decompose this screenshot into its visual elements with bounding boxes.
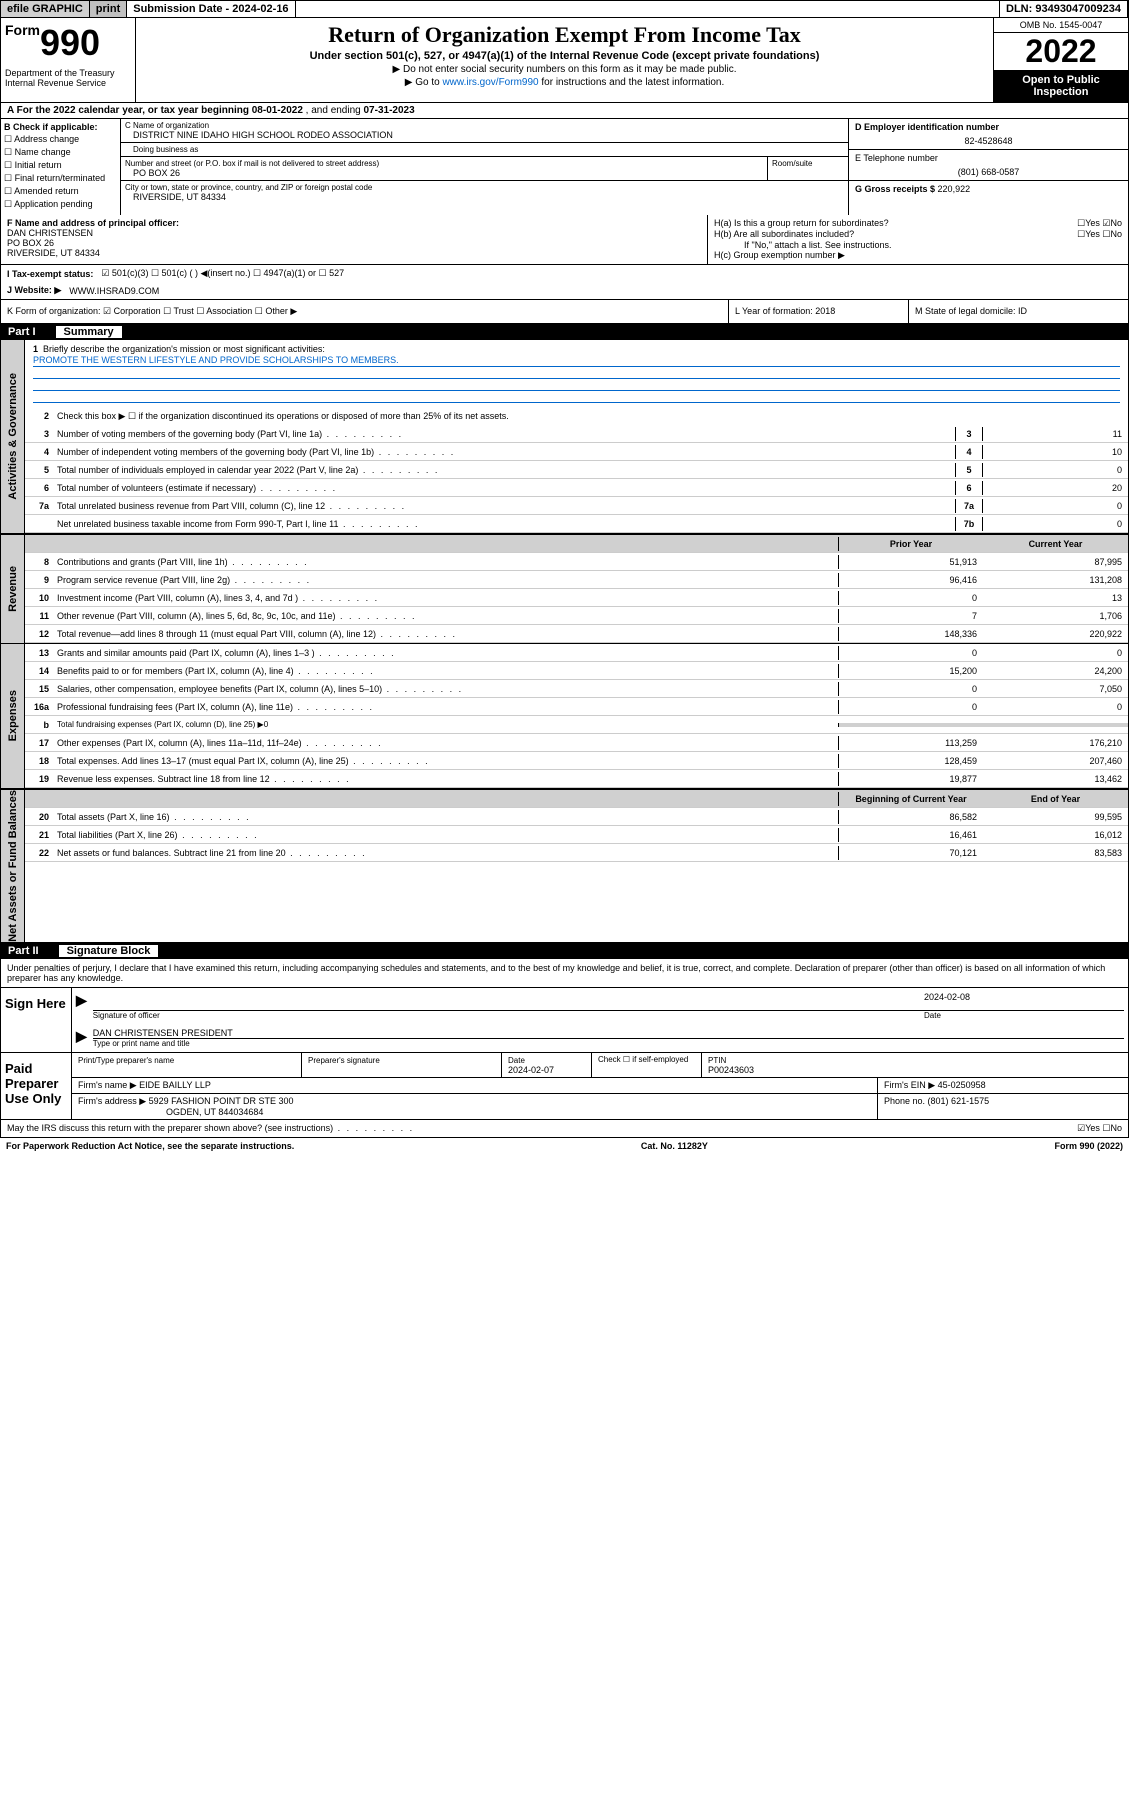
gov-line-7a: 7aTotal unrelated business revenue from … <box>25 497 1128 515</box>
paid-preparer-row: Paid Preparer Use Only Print/Type prepar… <box>0 1053 1129 1120</box>
year-formation: L Year of formation: 2018 <box>728 300 908 323</box>
row-j: J Website: ▶ WWW.IHSRAD9.COM <box>0 282 1129 300</box>
room-suite: Room/suite <box>768 157 848 180</box>
expenses-section: Expenses 13Grants and similar amounts pa… <box>0 644 1129 789</box>
column-c: C Name of organization DISTRICT NINE IDA… <box>121 119 848 215</box>
state-domicile: M State of legal domicile: ID <box>908 300 1128 323</box>
row-f-h: F Name and address of principal officer:… <box>0 215 1129 265</box>
line-14: 14Benefits paid to or for members (Part … <box>25 662 1128 680</box>
sign-here-row: Sign Here ▶ 2024-02-08 Signature of offi… <box>0 988 1129 1053</box>
principal-officer: F Name and address of principal officer:… <box>1 215 708 264</box>
line-22: 22Net assets or fund balances. Subtract … <box>25 844 1128 862</box>
form-title: Return of Organization Exempt From Incom… <box>140 22 989 48</box>
paid-preparer-label: Paid Preparer Use Only <box>1 1053 71 1119</box>
gross-receipts: G Gross receipts $ 220,922 <box>849 181 1128 197</box>
row-k: K Form of organization: ☑ Corporation ☐ … <box>0 300 1129 324</box>
discuss-row: May the IRS discuss this return with the… <box>0 1120 1129 1138</box>
section-h: H(a) Is this a group return for subordin… <box>708 215 1128 264</box>
col-b-header: B Check if applicable: <box>4 122 98 132</box>
checkbox-amended-return[interactable]: ☐ Amended return <box>4 186 117 197</box>
org-name: DISTRICT NINE IDAHO HIGH SCHOOL RODEO AS… <box>125 130 844 140</box>
print-button[interactable]: print <box>90 1 127 17</box>
irs-link[interactable]: www.irs.gov/Form990 <box>442 77 538 88</box>
form-number: Form990 <box>5 22 131 64</box>
line-12: 12Total revenue—add lines 8 through 11 (… <box>25 625 1128 643</box>
phone-box: E Telephone number (801) 668-0587 <box>849 150 1128 181</box>
department: Department of the Treasury Internal Reve… <box>5 68 131 88</box>
dln: DLN: 93493047009234 <box>999 1 1128 17</box>
instruction-1: ▶ Do not enter social security numbers o… <box>140 64 989 75</box>
footer: For Paperwork Reduction Act Notice, see … <box>0 1138 1129 1154</box>
row-i: I Tax-exempt status: ☑ 501(c)(3) ☐ 501(c… <box>0 265 1129 282</box>
checkbox-name-change[interactable]: ☐ Name change <box>4 147 117 158</box>
form-subtitle: Under section 501(c), 527, or 4947(a)(1)… <box>140 50 989 62</box>
revenue-label: Revenue <box>1 535 25 643</box>
checkbox-address-change[interactable]: ☐ Address change <box>4 134 117 145</box>
netassets-label: Net Assets or Fund Balances <box>1 790 25 942</box>
netassets-section: Net Assets or Fund Balances Beginning of… <box>0 789 1129 943</box>
header-right: OMB No. 1545-0047 2022 Open to Public In… <box>993 18 1128 102</box>
city-box: City or town, state or province, country… <box>121 181 848 204</box>
ein-box: D Employer identification number 82-4528… <box>849 119 1128 150</box>
omb-number: OMB No. 1545-0047 <box>994 18 1128 33</box>
checkbox-final-return-terminated[interactable]: ☐ Final return/terminated <box>4 173 117 184</box>
line-19: 19Revenue less expenses. Subtract line 1… <box>25 770 1128 788</box>
open-to-public: Open to Public Inspection <box>994 70 1128 102</box>
gov-line-6: 6Total number of volunteers (estimate if… <box>25 479 1128 497</box>
line-18: 18Total expenses. Add lines 13–17 (must … <box>25 752 1128 770</box>
form-header: Form990 Department of the Treasury Inter… <box>0 18 1129 103</box>
efile-label: efile GRAPHIC <box>1 1 90 17</box>
gov-line-4: 4Number of independent voting members of… <box>25 443 1128 461</box>
revenue-section: Revenue Prior Year Current Year 8Contrib… <box>0 534 1129 644</box>
checkbox-application-pending[interactable]: ☐ Application pending <box>4 199 117 210</box>
line-16a: 16aProfessional fundraising fees (Part I… <box>25 698 1128 716</box>
form-of-org: K Form of organization: ☑ Corporation ☐ … <box>1 300 728 323</box>
header-mid: Return of Organization Exempt From Incom… <box>136 18 993 102</box>
section-a: A For the 2022 calendar year, or tax yea… <box>0 103 1129 119</box>
tax-year: 2022 <box>994 33 1128 70</box>
main-grid: B Check if applicable: ☐ Address change ☐… <box>0 119 1129 215</box>
line-10: 10Investment income (Part VIII, column (… <box>25 589 1128 607</box>
line-b: bTotal fundraising expenses (Part IX, co… <box>25 716 1128 734</box>
gov-line-7b: Net unrelated business taxable income fr… <box>25 515 1128 533</box>
gov-line-5: 5Total number of individuals employed in… <box>25 461 1128 479</box>
part-2-header: Part II Signature Block <box>0 943 1129 959</box>
gov-line-3: 3Number of voting members of the governi… <box>25 425 1128 443</box>
expenses-label: Expenses <box>1 644 25 788</box>
submission-date: Submission Date - 2024-02-16 <box>127 1 295 17</box>
signature-declaration: Under penalties of perjury, I declare th… <box>0 959 1129 988</box>
sign-here-label: Sign Here <box>1 988 71 1052</box>
line-15: 15Salaries, other compensation, employee… <box>25 680 1128 698</box>
part-1-header: Part I Summary <box>0 324 1129 340</box>
line-20: 20Total assets (Part X, line 16)86,58299… <box>25 808 1128 826</box>
mission-box: 1 Briefly describe the organization's mi… <box>25 340 1128 407</box>
checkbox-initial-return[interactable]: ☐ Initial return <box>4 160 117 171</box>
instruction-2: ▶ Go to www.irs.gov/Form990 for instruct… <box>140 77 989 88</box>
line-21: 21Total liabilities (Part X, line 26)16,… <box>25 826 1128 844</box>
org-name-box: C Name of organization DISTRICT NINE IDA… <box>121 119 848 143</box>
line-9: 9Program service revenue (Part VIII, lin… <box>25 571 1128 589</box>
header-left: Form990 Department of the Treasury Inter… <box>1 18 136 102</box>
address-box: Number and street (or P.O. box if mail i… <box>121 157 768 180</box>
column-d-g: D Employer identification number 82-4528… <box>848 119 1128 215</box>
governance-label: Activities & Governance <box>1 340 25 533</box>
line-17: 17Other expenses (Part IX, column (A), l… <box>25 734 1128 752</box>
line-8: 8Contributions and grants (Part VIII, li… <box>25 553 1128 571</box>
line-13: 13Grants and similar amounts paid (Part … <box>25 644 1128 662</box>
dba-box: Doing business as <box>121 143 848 157</box>
column-b: B Check if applicable: ☐ Address change ☐… <box>1 119 121 215</box>
top-bar: efile GRAPHIC print Submission Date - 20… <box>0 0 1129 18</box>
governance-section: Activities & Governance 1 Briefly descri… <box>0 340 1129 534</box>
line-11: 11Other revenue (Part VIII, column (A), … <box>25 607 1128 625</box>
mission-text: PROMOTE THE WESTERN LIFESTYLE AND PROVID… <box>33 354 1120 367</box>
